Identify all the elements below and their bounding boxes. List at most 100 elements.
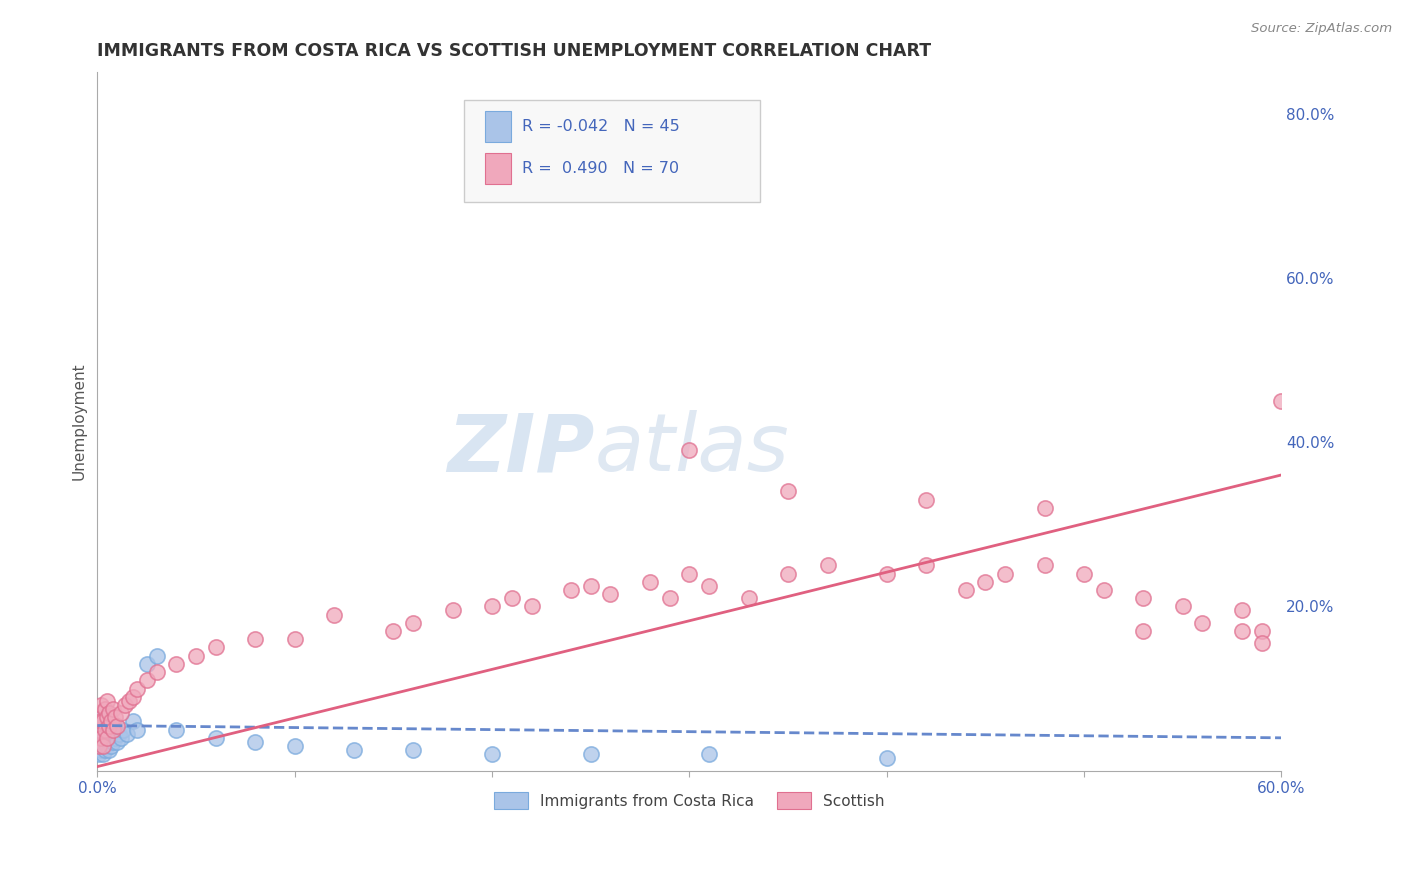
Point	[91, 710, 114, 724]
Point	[94, 723, 117, 737]
Point	[108, 727, 131, 741]
FancyBboxPatch shape	[464, 101, 761, 202]
Point	[915, 558, 938, 573]
Text: IMMIGRANTS FROM COSTA RICA VS SCOTTISH UNEMPLOYMENT CORRELATION CHART: IMMIGRANTS FROM COSTA RICA VS SCOTTISH U…	[97, 42, 932, 60]
Point	[955, 582, 977, 597]
Point	[94, 743, 117, 757]
Point	[91, 723, 114, 737]
Point	[101, 702, 124, 716]
Point	[579, 747, 602, 762]
Point	[115, 727, 138, 741]
Point	[1132, 591, 1154, 606]
Legend: Immigrants from Costa Rica, Scottish: Immigrants from Costa Rica, Scottish	[488, 786, 890, 815]
Point	[105, 735, 128, 749]
Point	[90, 714, 112, 729]
Point	[402, 743, 425, 757]
Point	[994, 566, 1017, 581]
Bar	[485, 111, 510, 142]
Point	[481, 599, 503, 614]
Bar	[485, 153, 510, 184]
Text: R = -0.042   N = 45: R = -0.042 N = 45	[523, 119, 681, 134]
Text: ZIP: ZIP	[447, 410, 595, 489]
Text: Source: ZipAtlas.com: Source: ZipAtlas.com	[1251, 22, 1392, 36]
Point	[90, 735, 112, 749]
Point	[118, 694, 141, 708]
Point	[96, 694, 118, 708]
Point	[89, 723, 111, 737]
Point	[96, 727, 118, 741]
Point	[697, 747, 720, 762]
Point	[1092, 582, 1115, 597]
Point	[100, 739, 122, 753]
Point	[1250, 624, 1272, 638]
Point	[1191, 615, 1213, 630]
Point	[98, 743, 121, 757]
Point	[697, 579, 720, 593]
Point	[579, 579, 602, 593]
Point	[90, 743, 112, 757]
Point	[135, 657, 157, 671]
Text: atlas: atlas	[595, 410, 789, 489]
Point	[104, 731, 127, 745]
Point	[98, 706, 121, 721]
Point	[343, 743, 366, 757]
Point	[165, 723, 187, 737]
Point	[145, 665, 167, 679]
Point	[111, 723, 134, 737]
Point	[184, 648, 207, 663]
Point	[1033, 500, 1056, 515]
Point	[101, 735, 124, 749]
Point	[776, 484, 799, 499]
Point	[91, 739, 114, 753]
Point	[104, 710, 127, 724]
Point	[125, 681, 148, 696]
Point	[101, 723, 124, 737]
Point	[91, 739, 114, 753]
Point	[1230, 624, 1253, 638]
Point	[776, 566, 799, 581]
Point	[122, 690, 145, 704]
Point	[638, 574, 661, 589]
Point	[204, 640, 226, 655]
Point	[382, 624, 405, 638]
Point	[96, 739, 118, 753]
Point	[974, 574, 997, 589]
Point	[1132, 624, 1154, 638]
Point	[110, 731, 132, 745]
Point	[89, 718, 111, 732]
Point	[737, 591, 759, 606]
Point	[89, 731, 111, 745]
Point	[110, 706, 132, 721]
Point	[98, 718, 121, 732]
Point	[89, 739, 111, 753]
Point	[105, 718, 128, 732]
Point	[94, 731, 117, 745]
Point	[90, 714, 112, 729]
Point	[89, 747, 111, 762]
Point	[90, 698, 112, 712]
Point	[96, 718, 118, 732]
Point	[90, 731, 112, 745]
Y-axis label: Unemployment: Unemployment	[72, 363, 86, 481]
Point	[560, 582, 582, 597]
Point	[94, 714, 117, 729]
Point	[678, 443, 700, 458]
Point	[441, 603, 464, 617]
Point	[915, 492, 938, 507]
Point	[96, 731, 118, 745]
Point	[204, 731, 226, 745]
Point	[520, 599, 543, 614]
Point	[1270, 394, 1292, 409]
Point	[94, 702, 117, 716]
Point	[245, 735, 267, 749]
Point	[323, 607, 346, 622]
Point	[90, 727, 112, 741]
Point	[89, 706, 111, 721]
Point	[135, 673, 157, 688]
Point	[284, 632, 307, 647]
Point	[599, 587, 621, 601]
Point	[1171, 599, 1194, 614]
Point	[481, 747, 503, 762]
Point	[678, 566, 700, 581]
Point	[501, 591, 523, 606]
